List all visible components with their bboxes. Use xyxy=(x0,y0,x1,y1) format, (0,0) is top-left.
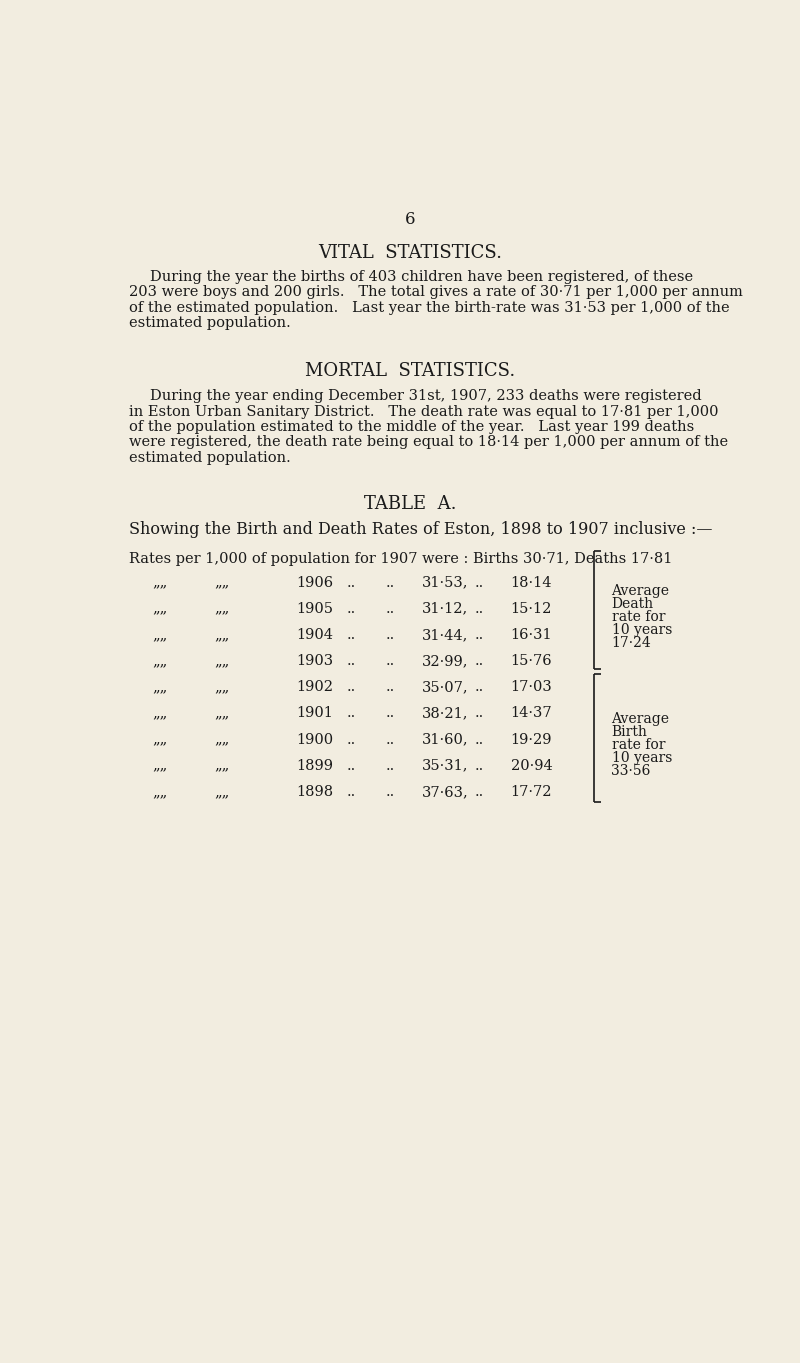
Text: „„: „„ xyxy=(153,575,168,590)
Text: 15·76: 15·76 xyxy=(510,654,552,668)
Text: Average: Average xyxy=(611,711,670,726)
Text: ..: .. xyxy=(346,680,356,694)
Text: ..: .. xyxy=(386,654,394,668)
Text: in Eston Urban Sanitary District.   The death rate was equal to 17·81 per 1,000: in Eston Urban Sanitary District. The de… xyxy=(130,405,719,418)
Text: ..: .. xyxy=(386,628,394,642)
Text: ..: .. xyxy=(346,785,356,799)
Text: „„: „„ xyxy=(153,680,168,694)
Text: „„: „„ xyxy=(153,628,168,642)
Text: „„: „„ xyxy=(214,785,230,799)
Text: Average: Average xyxy=(611,583,670,598)
Text: 33·56: 33·56 xyxy=(611,765,651,778)
Text: 10 years: 10 years xyxy=(611,751,672,765)
Text: 17·72: 17·72 xyxy=(510,785,552,799)
Text: „„: „„ xyxy=(153,759,168,773)
Text: 10 years: 10 years xyxy=(611,623,672,638)
Text: VITAL  STATISTICS.: VITAL STATISTICS. xyxy=(318,244,502,262)
Text: 1906: 1906 xyxy=(296,575,334,590)
Text: were registered, the death rate being equal to 18·14 per 1,000 per annum of the: were registered, the death rate being eq… xyxy=(130,435,729,450)
Text: 38·21,: 38·21, xyxy=(422,706,468,721)
Text: „„: „„ xyxy=(153,706,168,721)
Text: 1900: 1900 xyxy=(296,732,334,747)
Text: ..: .. xyxy=(346,732,356,747)
Text: 1898: 1898 xyxy=(296,785,334,799)
Text: ..: .. xyxy=(474,706,483,721)
Text: 1905: 1905 xyxy=(296,601,333,616)
Text: „„: „„ xyxy=(214,601,230,616)
Text: ..: .. xyxy=(386,706,394,721)
Text: 20·94: 20·94 xyxy=(510,759,553,773)
Text: rate for: rate for xyxy=(611,737,665,752)
Text: „„: „„ xyxy=(214,628,230,642)
Text: 17·03: 17·03 xyxy=(510,680,553,694)
Text: ..: .. xyxy=(346,628,356,642)
Text: of the estimated population.   Last year the birth-rate was 31·53 per 1,000 of t: of the estimated population. Last year t… xyxy=(130,301,730,315)
Text: 32·99,: 32·99, xyxy=(422,654,468,668)
Text: 31·53,: 31·53, xyxy=(422,575,468,590)
Text: 1899: 1899 xyxy=(296,759,333,773)
Text: ..: .. xyxy=(386,732,394,747)
Text: of the population estimated to the middle of the year.   Last year 199 deaths: of the population estimated to the middl… xyxy=(130,420,694,433)
Text: „„: „„ xyxy=(153,732,168,747)
Text: „„: „„ xyxy=(153,785,168,799)
Text: 31·60,: 31·60, xyxy=(422,732,468,747)
Text: „„: „„ xyxy=(214,654,230,668)
Text: ..: .. xyxy=(346,601,356,616)
Text: ..: .. xyxy=(386,680,394,694)
Text: 6: 6 xyxy=(405,211,415,228)
Text: „„: „„ xyxy=(214,732,230,747)
Text: ..: .. xyxy=(346,706,356,721)
Text: ..: .. xyxy=(346,575,356,590)
Text: Death: Death xyxy=(611,597,654,611)
Text: 18·14: 18·14 xyxy=(510,575,552,590)
Text: „„: „„ xyxy=(214,575,230,590)
Text: rate for: rate for xyxy=(611,611,665,624)
Text: ..: .. xyxy=(474,628,483,642)
Text: 203 were boys and 200 girls.   The total gives a rate of 30·71 per 1,000 per ann: 203 were boys and 200 girls. The total g… xyxy=(130,285,743,300)
Text: ..: .. xyxy=(474,575,483,590)
Text: Birth: Birth xyxy=(611,725,647,739)
Text: MORTAL  STATISTICS.: MORTAL STATISTICS. xyxy=(305,363,515,380)
Text: ..: .. xyxy=(474,785,483,799)
Text: 1904: 1904 xyxy=(296,628,333,642)
Text: 35·07,: 35·07, xyxy=(422,680,468,694)
Text: ..: .. xyxy=(386,601,394,616)
Text: ..: .. xyxy=(474,732,483,747)
Text: 31·44,: 31·44, xyxy=(422,628,468,642)
Text: ..: .. xyxy=(386,785,394,799)
Text: Rates per 1,000 of population for 1907 were : Births 30·71, Deaths 17·81: Rates per 1,000 of population for 1907 w… xyxy=(130,552,673,567)
Text: „„: „„ xyxy=(153,654,168,668)
Text: 19·29: 19·29 xyxy=(510,732,552,747)
Text: ..: .. xyxy=(386,575,394,590)
Text: estimated population.: estimated population. xyxy=(130,451,291,465)
Text: 16·31: 16·31 xyxy=(510,628,552,642)
Text: ..: .. xyxy=(346,759,356,773)
Text: During the year the births of 403 children have been registered, of these: During the year the births of 403 childr… xyxy=(150,270,694,284)
Text: ..: .. xyxy=(474,654,483,668)
Text: 17·24: 17·24 xyxy=(611,637,651,650)
Text: 1903: 1903 xyxy=(296,654,334,668)
Text: 1902: 1902 xyxy=(296,680,333,694)
Text: ..: .. xyxy=(386,759,394,773)
Text: 31·12,: 31·12, xyxy=(422,601,468,616)
Text: 1901: 1901 xyxy=(296,706,333,721)
Text: ..: .. xyxy=(346,654,356,668)
Text: 35·31,: 35·31, xyxy=(422,759,468,773)
Text: TABLE  A.: TABLE A. xyxy=(364,495,456,512)
Text: ..: .. xyxy=(474,601,483,616)
Text: During the year ending December 31st, 1907, 233 deaths were registered: During the year ending December 31st, 19… xyxy=(150,390,702,403)
Text: „„: „„ xyxy=(214,680,230,694)
Text: estimated population.: estimated population. xyxy=(130,316,291,330)
Text: ..: .. xyxy=(474,759,483,773)
Text: „„: „„ xyxy=(214,759,230,773)
Text: 37·63,: 37·63, xyxy=(422,785,468,799)
Text: Showing the Birth and Death Rates of Eston, 1898 to 1907 inclusive :—: Showing the Birth and Death Rates of Est… xyxy=(130,521,713,538)
Text: „„: „„ xyxy=(214,706,230,721)
Text: ..: .. xyxy=(474,680,483,694)
Text: 15·12: 15·12 xyxy=(510,601,552,616)
Text: 14·37: 14·37 xyxy=(510,706,552,721)
Text: „„: „„ xyxy=(153,601,168,616)
